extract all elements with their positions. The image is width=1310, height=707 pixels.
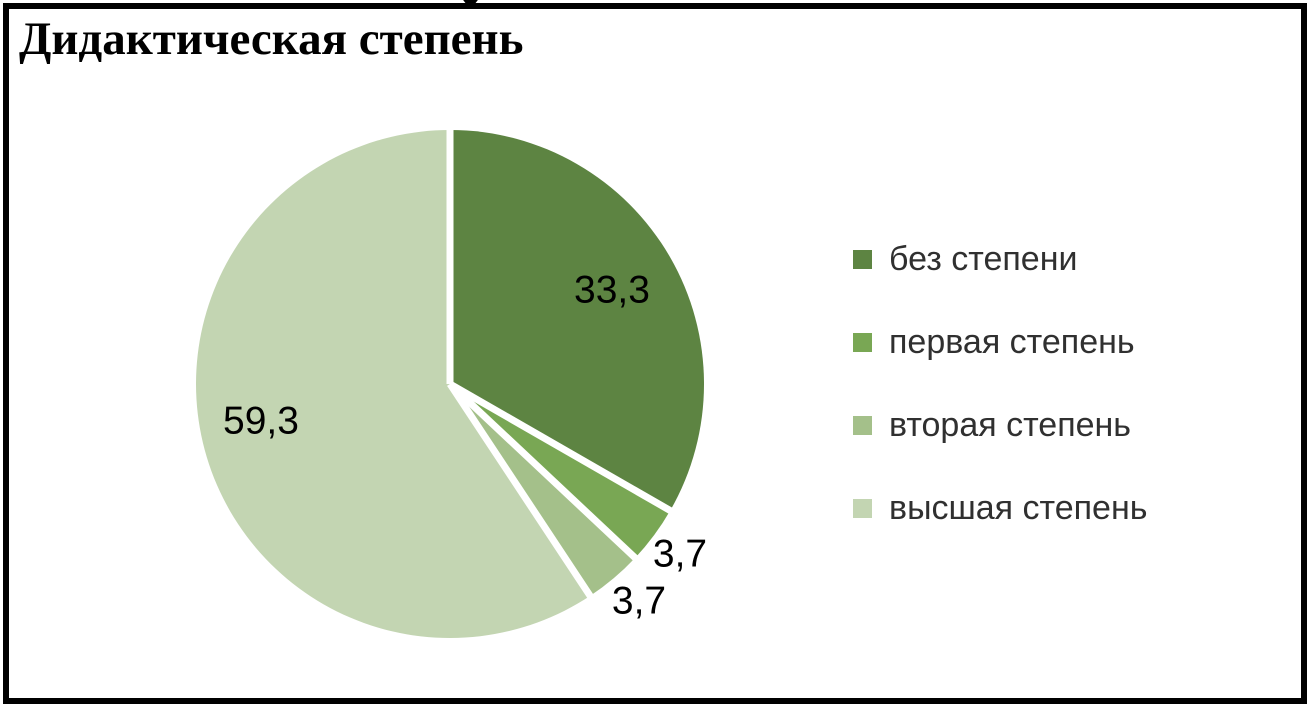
legend-label: вторая степень — [889, 405, 1132, 444]
legend-item-3[interactable]: вторая степень — [853, 405, 1147, 445]
legend-swatch-icon — [853, 249, 872, 269]
data-label-4: 59,3 — [223, 400, 299, 443]
data-label-2: 3,7 — [653, 533, 707, 576]
slice-separator — [448, 380, 674, 515]
legend-item-1[interactable]: без степени — [853, 239, 1147, 279]
pie-slice-4[interactable] — [196, 130, 591, 638]
legend-swatch-icon — [853, 332, 872, 352]
legend-label: высшая степень — [889, 488, 1148, 527]
data-label-3: 3,7 — [612, 580, 666, 623]
legend-swatch-icon — [853, 415, 872, 435]
pie-slice-2[interactable] — [450, 384, 671, 558]
chart-title: Дидактическая степень — [19, 13, 524, 65]
legend-label: без степени — [889, 239, 1078, 278]
pie-slice-1[interactable] — [450, 130, 705, 511]
cropped-text-artifact — [463, 0, 478, 6]
legend: без степени первая степень вторая степень в… — [853, 239, 1147, 528]
slice-separator — [447, 381, 640, 562]
legend-swatch-icon — [853, 498, 872, 518]
legend-label: первая степень — [889, 322, 1135, 361]
slice-separator — [447, 382, 595, 600]
legend-item-2[interactable]: первая степень — [853, 322, 1147, 362]
data-label-1: 33,3 — [574, 269, 650, 312]
legend-item-4[interactable]: высшая степень — [853, 488, 1147, 528]
pie-slice-3[interactable] — [450, 384, 636, 596]
